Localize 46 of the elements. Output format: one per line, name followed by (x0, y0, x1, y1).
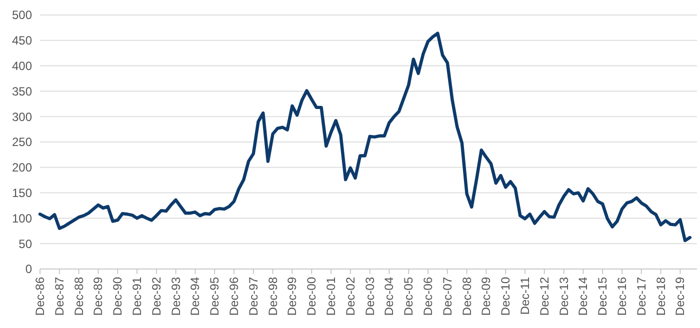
y-tick-label: 150 (12, 186, 32, 200)
x-tick-label: Dec-02 (343, 276, 358, 316)
y-tick-label: 100 (12, 211, 32, 226)
y-tick-label: 350 (12, 84, 32, 98)
x-tick-label: Dec-18 (654, 276, 668, 316)
x-tick-label: Dec-97 (246, 276, 260, 316)
x-tick-label: Dec-86 (33, 276, 47, 316)
x-tick-label: Dec-08 (460, 276, 474, 316)
x-tick-label: Dec-17 (634, 276, 648, 316)
x-tick-label: Dec-11 (518, 276, 532, 315)
x-tick-label: Dec-07 (440, 276, 454, 316)
x-tick-label: Dec-99 (285, 276, 300, 316)
x-tick-label: Dec-04 (382, 276, 396, 316)
y-tick-label: 50 (18, 236, 32, 251)
y-tick-label: 250 (12, 135, 32, 150)
x-tick-label: Dec-94 (188, 276, 202, 316)
x-tick-label: Dec-92 (149, 276, 164, 316)
x-tick-label: Dec-15 (596, 276, 610, 316)
x-tick-label: Dec-87 (52, 276, 66, 316)
x-tick-label: Dec-13 (556, 276, 571, 316)
x-tick-label: Dec-19 (673, 276, 688, 316)
x-tick-label: Dec-01 (324, 276, 338, 316)
y-tick-label: 0 (25, 262, 32, 276)
x-tick-label: Dec-00 (304, 276, 319, 316)
x-tick-label: Dec-96 (227, 276, 241, 316)
y-tick-label: 300 (12, 110, 32, 124)
x-tick-label: Dec-12 (537, 276, 552, 316)
y-tick-label: 400 (12, 59, 32, 73)
y-tick-label: 500 (12, 8, 32, 22)
line-series (38, 32, 692, 242)
x-tick-label: Dec-16 (615, 276, 629, 316)
y-tick-label: 200 (12, 160, 32, 175)
x-tick-label: Dec-14 (576, 276, 590, 316)
y-tick-label: 450 (12, 34, 32, 48)
x-tick-label: Dec-93 (168, 276, 183, 316)
x-tick-label: Dec-88 (72, 276, 86, 316)
x-tick-label: Dec-06 (421, 276, 435, 316)
x-tick-label: Dec-91 (130, 276, 144, 316)
x-tick-label: Dec-10 (498, 276, 513, 316)
x-tick-label: Dec-89 (91, 276, 106, 316)
x-tick-label: Dec-98 (266, 276, 280, 316)
x-tick-label: Dec-03 (362, 276, 377, 316)
x-tick-label: Dec-95 (208, 276, 222, 316)
x-tick-label: Dec-09 (479, 276, 494, 316)
x-tick-label: Dec-05 (402, 276, 416, 316)
x-tick-label: Dec-90 (110, 276, 125, 316)
